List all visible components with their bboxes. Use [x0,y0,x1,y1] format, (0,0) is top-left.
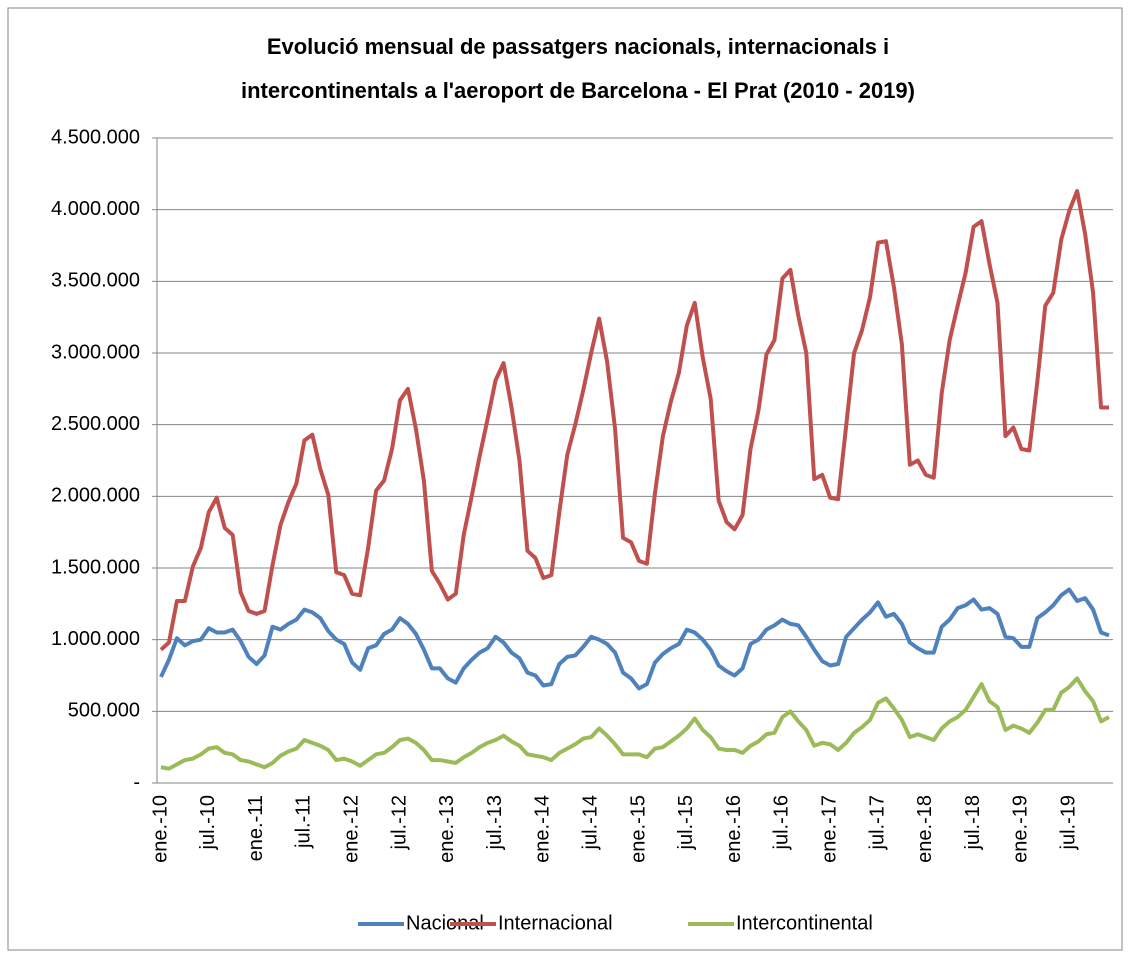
y-tick-label: 4.000.000 [51,198,140,220]
x-tick-label: ene.-14 [532,795,554,863]
x-tick-label: jul.-16 [771,795,793,850]
y-tick-label: 2.000.000 [51,485,140,507]
chart-title: intercontinentals a l'aeroport de Barcel… [241,78,915,103]
x-tick-label: jul.-10 [197,795,219,850]
x-tick-label: ene.-19 [1010,795,1032,863]
y-tick-label: 500.000 [68,700,140,722]
x-tick-label: jul.-15 [675,795,697,850]
y-tick-label: 3.000.000 [51,341,140,363]
x-tick-label: ene.-12 [340,795,362,863]
series-line [160,676,1110,771]
legend-label: Intercontinental [736,912,873,934]
x-tick-label: ene.-18 [914,795,936,863]
x-tick-label: jul.-12 [388,795,410,850]
x-tick-label: jul.-19 [1057,795,1079,850]
x-tick-label: ene.-16 [723,795,745,863]
y-tick-label: 3.500.000 [51,270,140,292]
x-tick-label: jul.-11 [293,795,315,849]
y-tick-label: 1.500.000 [51,556,140,578]
y-tick-label: 2.500.000 [51,413,140,435]
chart-title: Evolució mensual de passatgers nacionals… [267,34,889,59]
x-tick-label: jul.-18 [962,795,984,850]
x-tick-label: ene.-13 [436,795,458,863]
x-tick-label: ene.-10 [149,795,171,863]
x-tick-label: ene.-15 [627,795,649,863]
legend-label: Internacional [498,912,613,934]
series-line [159,189,1110,652]
legend-label: Nacional [406,912,484,934]
y-tick-label: - [133,771,140,793]
x-tick-label: jul.-17 [866,795,888,850]
series-line [159,587,1110,691]
x-tick-label: ene.-11 [245,795,267,861]
x-tick-label: ene.-17 [818,795,840,863]
y-tick-label: 4.500.000 [51,126,140,148]
y-tick-label: 1.000.000 [51,628,140,650]
x-tick-label: jul.-14 [579,795,601,850]
x-tick-label: jul.-13 [484,795,506,850]
